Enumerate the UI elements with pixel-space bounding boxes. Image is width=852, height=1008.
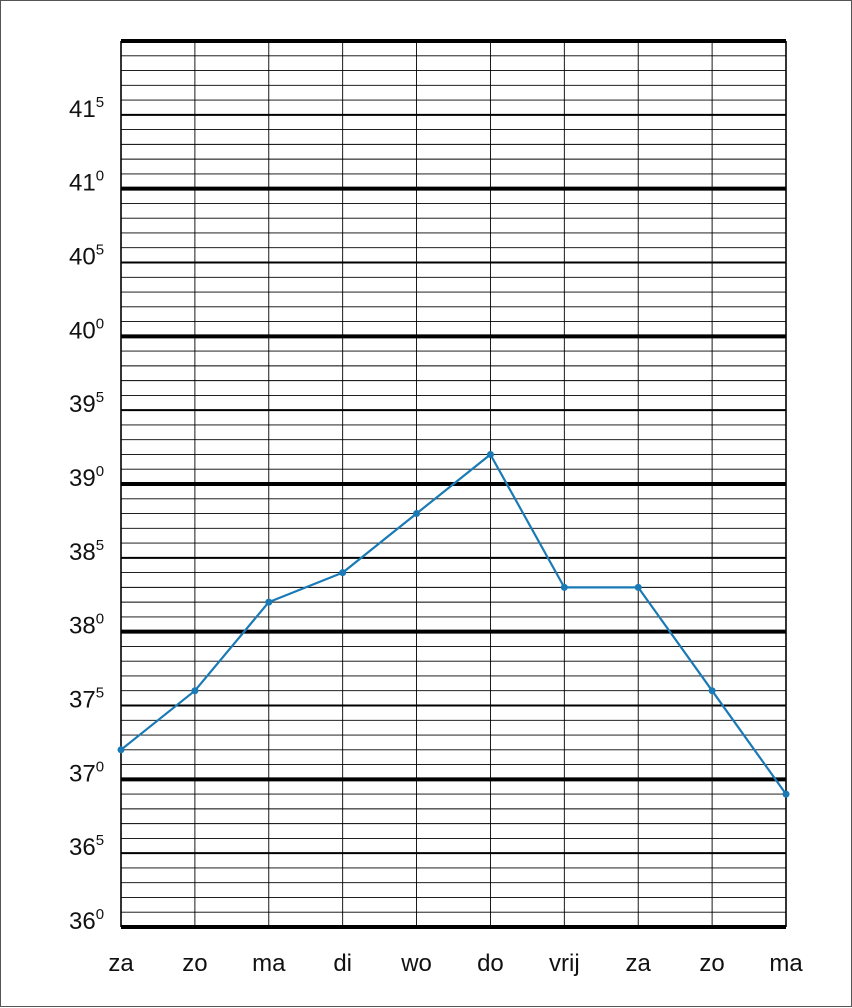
x-category-label: do bbox=[477, 950, 504, 977]
data-point bbox=[265, 598, 273, 606]
minor-gridlines bbox=[121, 55, 786, 913]
x-category-label: di bbox=[333, 950, 352, 977]
y-tick-label: 390 bbox=[69, 463, 104, 492]
y-tick-label: 400 bbox=[69, 315, 104, 344]
y-tick-label: 365 bbox=[69, 832, 104, 861]
x-category-label: vrij bbox=[549, 950, 580, 977]
y-tick-label: 380 bbox=[69, 611, 104, 640]
x-category-label: za bbox=[108, 950, 134, 977]
data-point bbox=[117, 746, 125, 754]
data-point bbox=[560, 583, 568, 591]
data-point bbox=[708, 687, 716, 695]
x-category-label: zo bbox=[182, 950, 207, 977]
x-category-label: ma bbox=[769, 950, 803, 977]
data-point bbox=[634, 583, 642, 591]
y-tick-label: 375 bbox=[69, 685, 104, 714]
data-point bbox=[782, 790, 790, 798]
series-group bbox=[117, 450, 790, 798]
data-point bbox=[191, 687, 199, 695]
data-point bbox=[339, 569, 347, 577]
x-category-label: zo bbox=[699, 950, 724, 977]
y-tick-label: 370 bbox=[69, 758, 104, 787]
y-tick-label: 395 bbox=[69, 389, 104, 418]
y-tick-label: 385 bbox=[69, 537, 104, 566]
data-point bbox=[486, 450, 494, 458]
major-gridlines bbox=[121, 39, 786, 929]
x-category-label: wo bbox=[400, 950, 432, 977]
y-tick-label: 360 bbox=[69, 906, 104, 935]
x-axis-category-labels: za zo ma di wo do vrij za zo ma bbox=[108, 950, 803, 977]
y-axis-tick-labels: 360 365 370 375 380 385 390 395 400 405 410 415 bbox=[69, 94, 104, 935]
y-tick-label: 405 bbox=[69, 242, 104, 271]
y-tick-label: 415 bbox=[69, 94, 104, 123]
x-category-label: ma bbox=[252, 950, 286, 977]
y-tick-label: 410 bbox=[69, 168, 104, 197]
data-point bbox=[413, 510, 421, 518]
x-category-label: za bbox=[626, 950, 652, 977]
series-line bbox=[120, 453, 787, 795]
